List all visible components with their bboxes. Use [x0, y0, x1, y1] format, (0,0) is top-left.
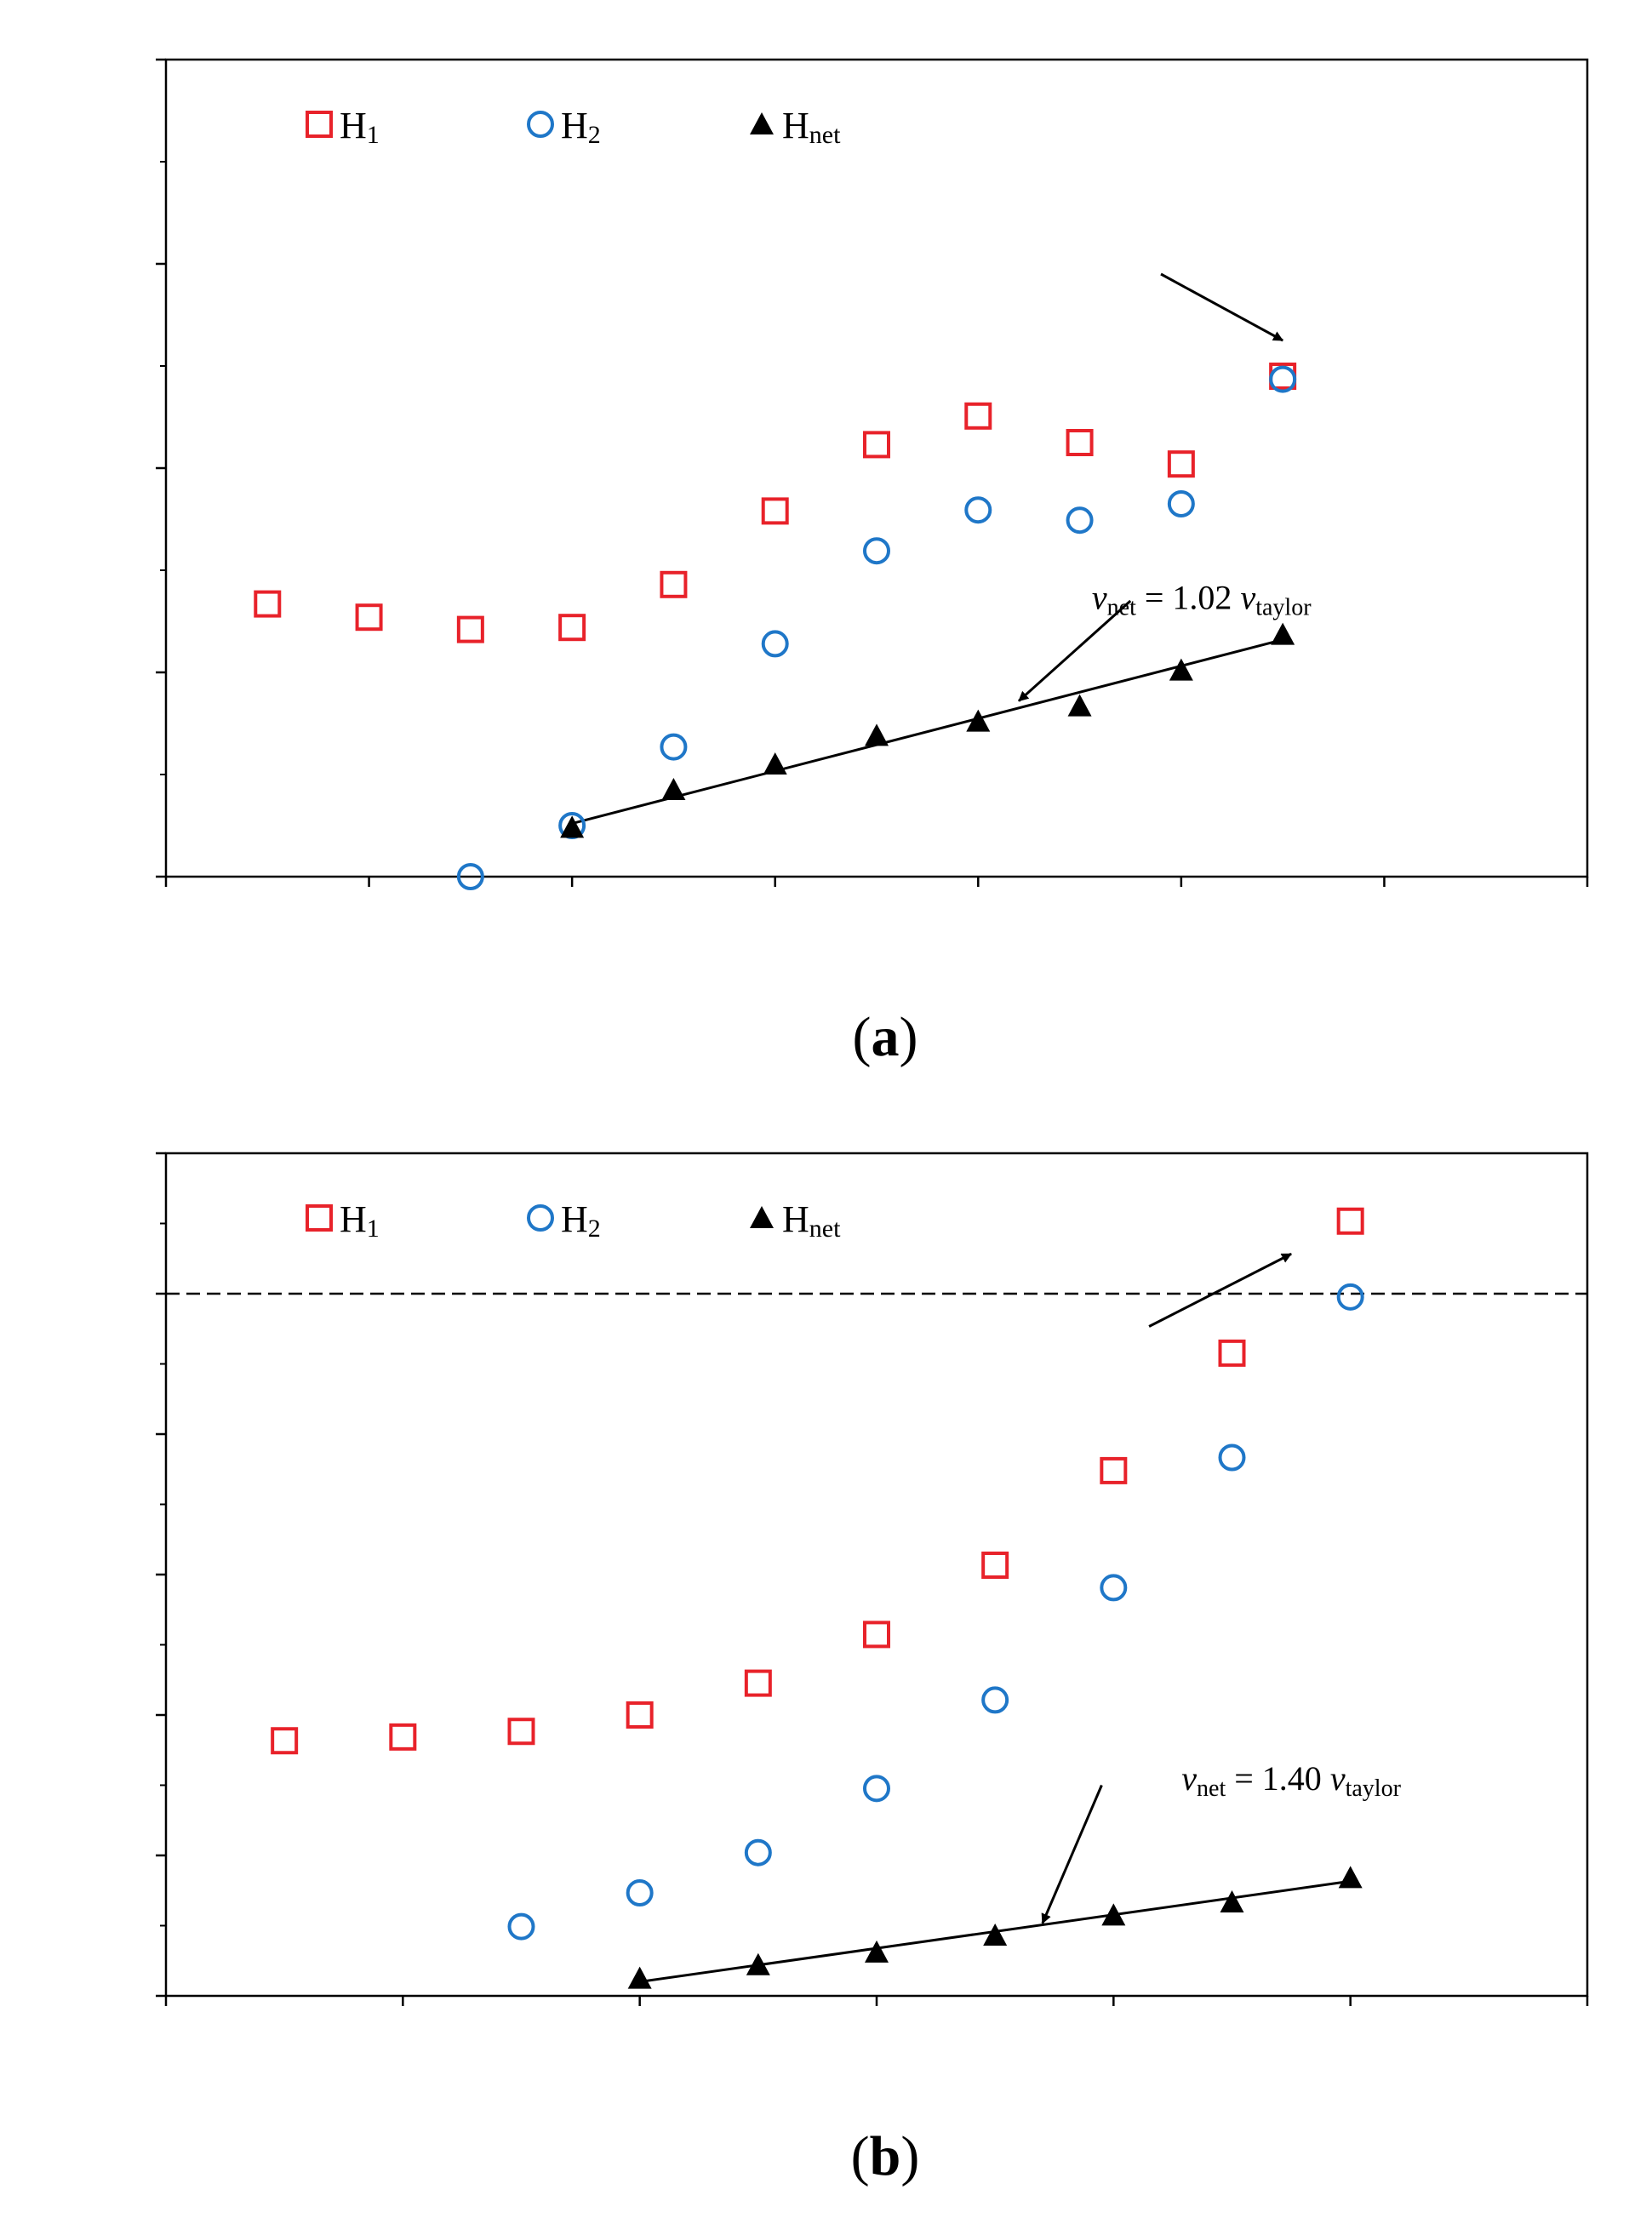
series-h1 — [254, 363, 1297, 643]
h1-point — [254, 590, 282, 618]
hnet-point — [661, 778, 686, 800]
hnet-point — [865, 723, 889, 746]
legend-marker-h2 — [527, 111, 554, 138]
annotation-arrow-no-geyser — [1160, 272, 1284, 342]
h1-point — [271, 1727, 299, 1755]
h2-point — [1269, 365, 1297, 393]
legend-entry-hnet: Hnet — [750, 1198, 841, 1243]
h1-point — [863, 1621, 890, 1649]
h1-point — [744, 1669, 772, 1697]
legend-label-h2: H2 — [561, 105, 601, 149]
h1-point — [355, 603, 383, 632]
annotation-arrow-vnet — [1041, 1784, 1103, 1924]
h1-point — [507, 1718, 535, 1746]
hnet-point — [560, 815, 585, 838]
hnet-point — [746, 1952, 770, 1975]
series-h1 — [271, 1207, 1364, 1755]
legend-entry-h2: H2 — [527, 105, 601, 149]
hnet-point — [763, 752, 787, 775]
h1-point — [1218, 1339, 1246, 1367]
series-h2 — [456, 365, 1297, 890]
hnet-point — [1169, 658, 1193, 681]
h2-point — [964, 496, 992, 524]
legend-label-hnet: Hnet — [782, 1198, 841, 1243]
h2-point — [1336, 1283, 1364, 1311]
h1-point — [389, 1723, 417, 1751]
h2-point — [761, 630, 789, 658]
h1-point — [456, 615, 484, 643]
hnet-point — [1271, 622, 1295, 645]
legend-label-h1: H1 — [340, 1198, 380, 1243]
h2-point — [863, 537, 890, 565]
h1-point — [1066, 429, 1094, 456]
series-h2 — [507, 1283, 1364, 1941]
h2-point — [744, 1838, 772, 1866]
annotation-arrow-vnet — [1017, 599, 1132, 702]
h1-point — [1167, 450, 1195, 478]
hnet-point — [1220, 1890, 1244, 1912]
h2-point — [981, 1686, 1009, 1714]
h1-point — [1336, 1207, 1364, 1235]
hnet-point — [865, 1940, 889, 1963]
hnet-point — [966, 709, 991, 732]
hnet-point — [1067, 694, 1092, 717]
legend-entry-h1: H1 — [306, 1198, 380, 1243]
legend-marker-hnet — [750, 1206, 774, 1228]
hnet-point — [1101, 1903, 1126, 1926]
h1-point — [964, 402, 992, 430]
h2-point — [1218, 1443, 1246, 1472]
legend-label-h1: H1 — [340, 105, 380, 149]
plot-frame — [164, 58, 1589, 878]
hnet-point — [1338, 1866, 1363, 1889]
annotation-vnet: vnet = 1.40 vtaylor — [1181, 1759, 1401, 1802]
series-hnet — [627, 1866, 1363, 1989]
legend-marker-h2 — [527, 1204, 554, 1232]
hnet-point — [983, 1924, 1008, 1946]
h2-point — [863, 1775, 890, 1803]
series-hnet — [560, 622, 1295, 838]
h1-point — [981, 1552, 1009, 1579]
plot-frame — [164, 1152, 1589, 1998]
chart-panel-a: H1 H2 Hnet vnet = 1.02 vtaylor (a) — [156, 58, 1589, 1068]
legend-label-hnet: Hnet — [782, 105, 841, 149]
hnet-trendline — [571, 638, 1283, 826]
annotation-arrow-geyser — [1148, 1252, 1292, 1328]
legend-label-h2: H2 — [561, 1198, 601, 1243]
h1-point — [660, 570, 688, 598]
h1-point — [761, 497, 789, 525]
legend-entry-hnet: Hnet — [750, 105, 841, 149]
panel-label: (b) — [851, 2125, 920, 2187]
legend-entry-h2: H2 — [527, 1198, 601, 1243]
legend-marker-hnet — [750, 112, 774, 134]
panel-label: (a) — [853, 1006, 918, 1068]
h2-point — [1066, 506, 1094, 534]
h1-point — [863, 431, 890, 459]
legend-marker-h1 — [306, 111, 333, 138]
h1-point — [1100, 1456, 1128, 1484]
h2-point — [660, 733, 688, 761]
hnet-point — [627, 1966, 652, 1989]
h2-point — [507, 1912, 535, 1941]
h2-point — [1167, 490, 1195, 517]
h1-point — [558, 614, 586, 642]
h1-point — [626, 1701, 654, 1729]
legend-entry-h1: H1 — [306, 105, 380, 149]
h2-point — [456, 863, 484, 890]
h2-point — [626, 1879, 654, 1906]
h2-point — [1100, 1574, 1128, 1602]
annotation-vnet: vnet = 1.02 vtaylor — [1092, 579, 1312, 621]
legend-marker-h1 — [306, 1204, 333, 1232]
chart-panel-b: H1 H2 Hnet vnet = 1.40 vtaylor (b) — [156, 1152, 1589, 2187]
